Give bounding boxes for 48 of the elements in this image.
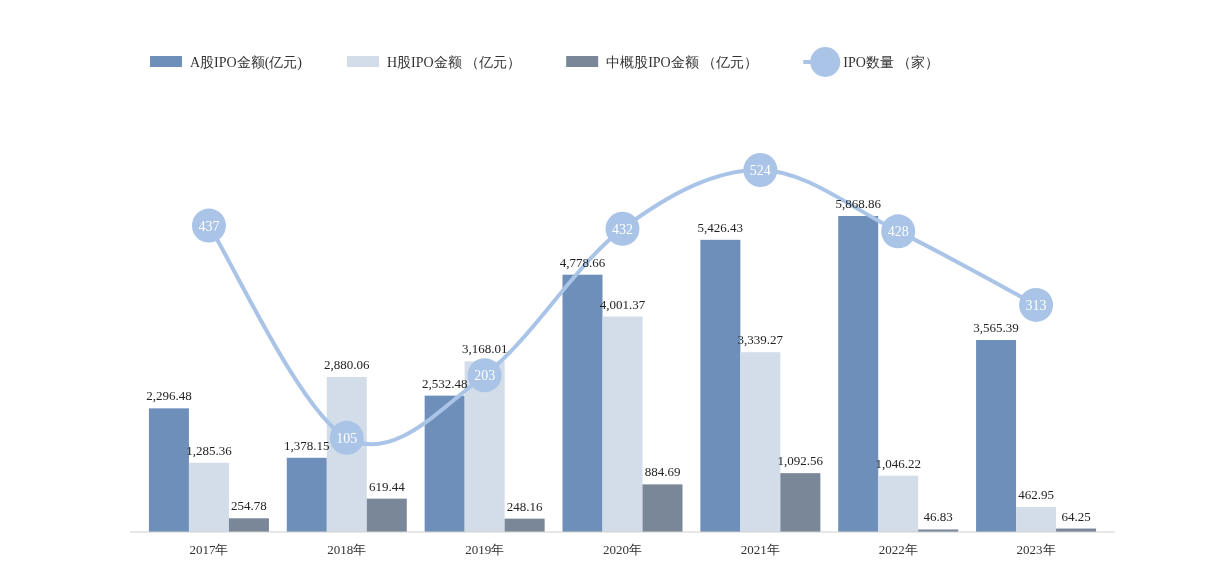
data-label: 105: [336, 430, 358, 446]
data-label: 3,168.01: [461, 341, 508, 357]
data-label: 619.44: [368, 478, 406, 494]
data-label: 254.78: [231, 498, 267, 514]
data-label: 4,778.66: [559, 254, 606, 270]
data-label: 428: [887, 224, 909, 240]
bar: [642, 484, 683, 532]
data-label: 46.83: [923, 509, 953, 525]
x-tick-label: 2017年: [189, 542, 229, 557]
data-label: 313: [1025, 297, 1047, 313]
legend-label: IPO数量 （家）: [843, 55, 940, 70]
data-label: 5,426.43: [697, 219, 744, 235]
data-label: 2,880.06: [324, 356, 371, 372]
x-tick-label: 2020年: [603, 542, 642, 557]
bar: [366, 498, 407, 532]
bar: [1016, 507, 1057, 532]
data-label: 1,378.15: [284, 437, 330, 453]
legend-label: A股IPO金额(亿元): [190, 55, 303, 71]
bar: [286, 457, 327, 532]
data-label: 2,532.48: [421, 375, 468, 391]
legend-label: H股IPO金额 （亿元）: [387, 55, 522, 70]
x-tick-label: 2018年: [327, 542, 367, 557]
bar: [188, 462, 229, 532]
data-label: 524: [749, 163, 771, 178]
bar: [878, 475, 919, 532]
data-label: 2,296.48: [146, 388, 192, 404]
data-label: 203: [474, 368, 496, 384]
bar: [504, 518, 545, 532]
data-label: 1,092.56: [777, 453, 824, 469]
x-tick-label: 2021年: [740, 542, 780, 557]
bar: [602, 316, 643, 532]
data-label: 462.95: [1018, 487, 1054, 503]
data-label: 437: [198, 218, 220, 234]
data-label: 3,565.39: [973, 320, 1019, 336]
x-tick-label: 2022年: [878, 542, 918, 557]
bar: [148, 408, 189, 532]
data-label: 64.25: [1061, 508, 1091, 524]
bar: [424, 395, 465, 532]
bar: [780, 473, 821, 532]
data-label: 248.16: [506, 498, 544, 514]
bar: [976, 340, 1017, 532]
bar: [228, 518, 269, 532]
legend-label: 中概股IPO金额 （亿元）: [606, 55, 759, 70]
x-tick-label: 2023年: [1016, 542, 1056, 557]
data-label: 5,868.86: [835, 196, 882, 211]
x-tick-label: 2019年: [465, 542, 505, 557]
data-label: 884.69: [644, 464, 681, 480]
data-label: 432: [612, 221, 633, 237]
